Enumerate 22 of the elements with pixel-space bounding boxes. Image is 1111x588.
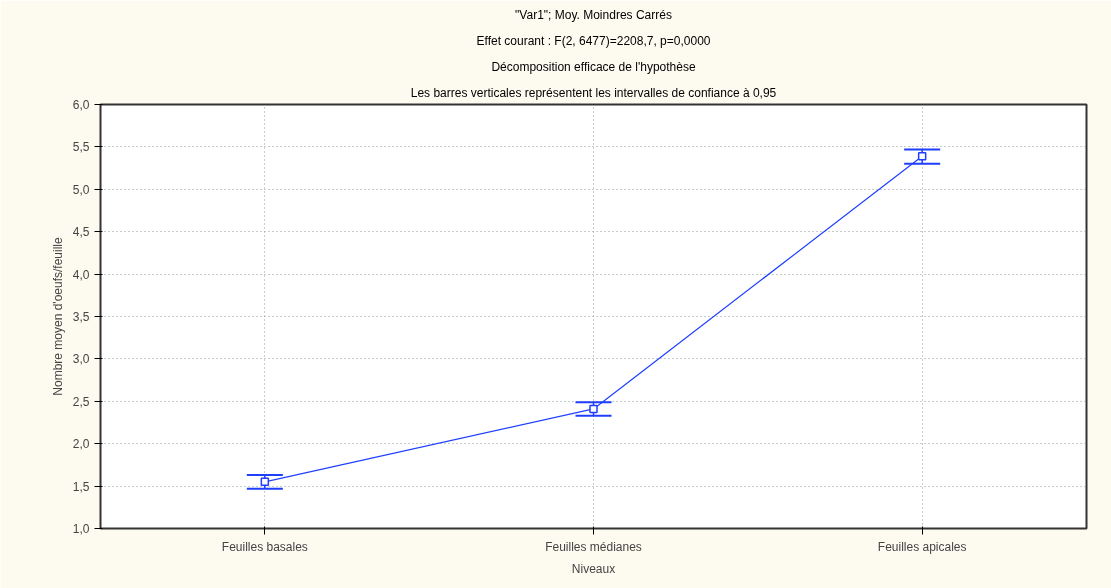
x-axis-title: Niveaux <box>571 561 616 576</box>
y-axis-title: Nombre moyen d'oeufs/feuille <box>50 236 65 396</box>
text: Décomposition efficace de l'hypothèse <box>491 59 696 74</box>
y-tick-label: 5,0 <box>72 182 90 197</box>
point <box>917 151 927 161</box>
y-tick-label: 4,0 <box>72 267 90 282</box>
x-tick-label: Feuilles apicales <box>877 539 967 554</box>
x-tick-label: Feuilles basales <box>221 539 308 554</box>
y-tick-label: 2,0 <box>72 437 90 452</box>
y-tick-label: 5,5 <box>72 140 90 155</box>
chart-title: "Var1"; Moy. Moindres Carrés <box>515 7 672 22</box>
y-tick-label: 3,0 <box>72 352 90 367</box>
point <box>260 477 270 487</box>
chart-subtitle: Effet courant : F(2, 6477)=2208,7, p=0,0000 <box>476 33 711 48</box>
y-tick-label: 1,5 <box>72 479 90 494</box>
y-tick-label: 3,5 <box>72 310 90 324</box>
y-tick-label: 2,5 <box>72 394 90 409</box>
y-tick-label: 4,5 <box>72 225 90 240</box>
text: Les barres verticales représentent les intervalles de confiance à 0,95 <box>410 85 777 100</box>
y-tick-label: 1,0 <box>72 522 90 536</box>
x-tick-label: Feuilles médianes <box>545 539 642 554</box>
y-tick-label: 6,0 <box>72 98 90 112</box>
